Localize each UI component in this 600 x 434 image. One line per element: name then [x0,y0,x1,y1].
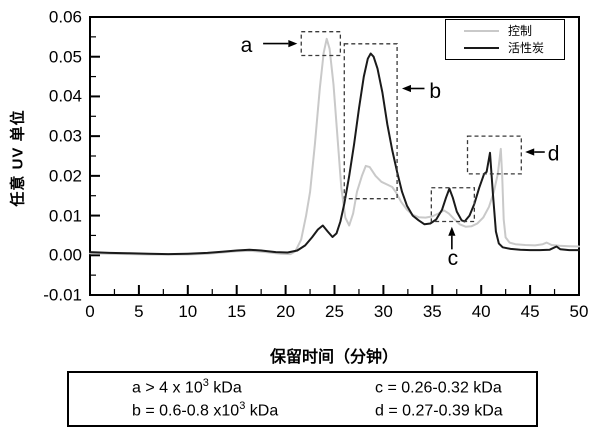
annotation-box-a [300,31,342,57]
curve-activated-carbon [89,52,580,256]
annotation-arrowhead-c [448,226,456,236]
chromatogram-canvas: a b c d [89,16,580,296]
y-axis-title: 任意 UV 单位 [9,109,27,207]
y-tick-label-0.03: 0.03 [48,126,82,146]
curve-control [89,37,580,256]
y-tick-label-0.00: 0.00 [48,245,82,265]
plot-area: a b c d [89,16,580,296]
annotation-label-a: a [241,34,253,57]
y-tick-label-0.05: 0.05 [48,47,82,67]
y-tick-label-0.04: 0.04 [48,86,82,106]
info-item-a: a > 4 x 103 kDa [132,377,242,397]
annotation-arrowhead-d [525,148,535,156]
molecular-weight-info-box: a > 4 x 103 kDa b = 0.6-0.8 x103 kDa c =… [67,371,538,427]
x-tick-label-40: 40 [471,302,491,321]
x-tick-label-25: 25 [325,302,344,321]
y-tick-label-0.02: 0.02 [48,166,82,186]
activated-carbon-line-swatch [464,47,499,49]
plot-frame [89,16,580,296]
x-axis-title: 保留时间（分钟） [269,349,399,366]
y-tick-label-0.01: 0.01 [48,206,82,226]
legend-item-activated-carbon: 活性炭 [464,42,564,54]
x-tick-label-30: 30 [373,302,393,321]
annotation-label-b: b [429,80,441,103]
annotation-box-b [343,43,398,200]
legend-label-control: 控制 [508,24,533,38]
legend-item-control: 控制 [464,25,564,37]
annotation-label-c: c [448,247,459,270]
info-item-d: d = 0.27-0.39 kDa [375,402,503,420]
x-tick-label-0: 0 [85,302,95,321]
y-tick-label--0.01: -0.01 [43,285,82,305]
y-tick-label-0.06: 0.06 [48,7,82,27]
x-tick-label-35: 35 [422,302,442,321]
x-tick-label-45: 45 [520,302,540,321]
x-tick-label-15: 15 [227,302,247,321]
annotation-arrowhead-a [288,40,298,48]
legend-box: 控制 活性炭 [445,19,565,60]
annotation-box-d [466,135,522,175]
legend-label-activated-carbon: 活性炭 [508,41,545,55]
x-tick-label-5: 5 [134,302,144,321]
info-item-c: c = 0.26-0.32 kDa [375,379,502,397]
annotation-label-d: d [548,143,560,166]
control-line-swatch [464,30,499,32]
x-tick-label-50: 50 [569,302,589,321]
info-item-b: b = 0.6-0.8 x103 kDa [132,400,279,420]
x-tick-label-10: 10 [178,302,198,321]
annotation-arrowhead-b [401,84,411,93]
x-tick-label-20: 20 [276,302,296,321]
annotation-box-c [430,187,476,223]
